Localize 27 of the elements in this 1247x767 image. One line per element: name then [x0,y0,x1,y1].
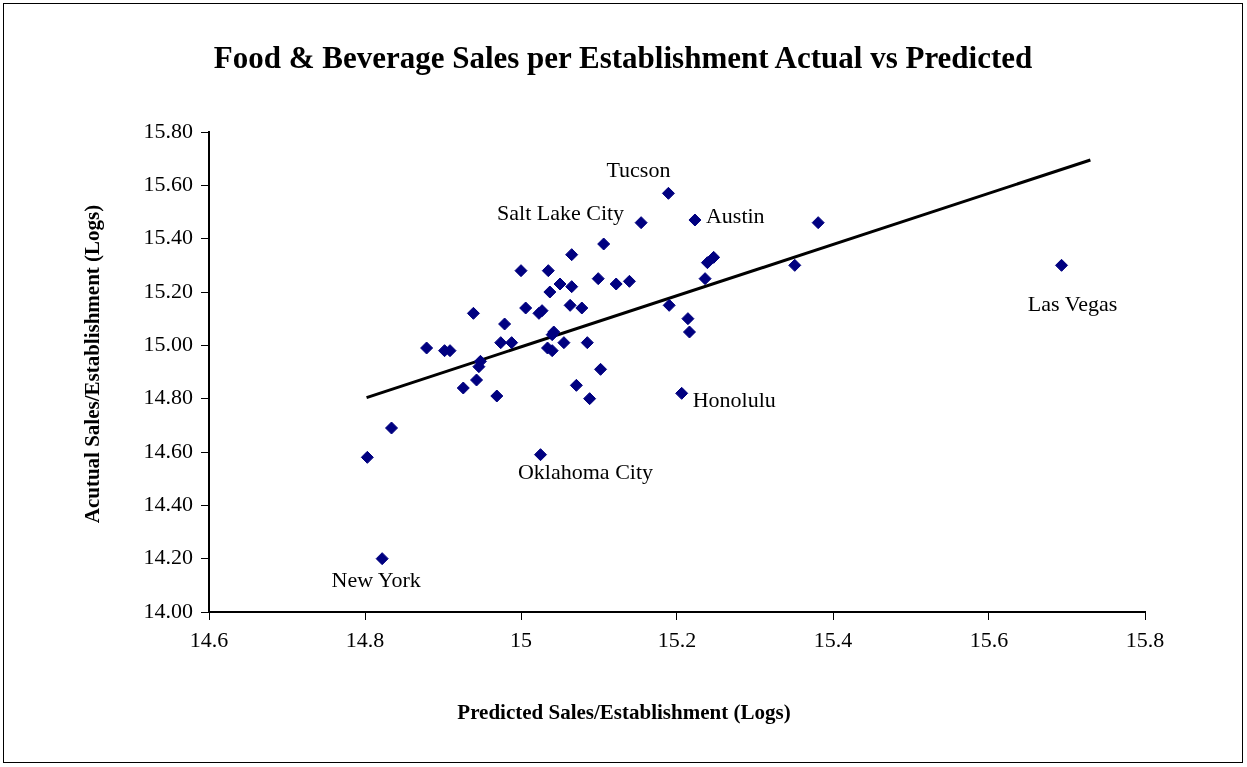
y-tick-label: 15.00 [143,331,193,357]
x-tick-label: 14.6 [189,626,229,652]
x-tick-label: 14.8 [345,626,385,652]
annotation: Oklahoma City [517,459,654,485]
y-tick-label: 14.00 [143,597,193,623]
annotation: Honolulu [692,387,776,413]
y-tick-label: 15.20 [143,277,193,303]
chart-title: Food & Beverage Sales per Establishment Actual vs Predicted [212,40,1034,76]
x-tick-label: 15.4 [813,626,853,652]
annotation: Austin [705,202,765,228]
x-tick-label: 15.8 [1125,626,1165,652]
y-tick-label: 14.20 [143,544,193,570]
y-axis-title: Acutual Sales/Establishment (Logs) [79,204,105,524]
annotation: Las Vegas [1027,291,1118,317]
y-tick-label: 15.60 [143,171,193,197]
y-tick-label: 15.40 [143,224,193,250]
x-tick-label: 15.6 [969,626,1009,652]
x-tick-label: 15 [510,626,532,652]
y-tick-label: 15.80 [143,117,193,143]
annotation: Salt Lake City [497,200,625,226]
y-tick-label: 14.40 [143,491,193,517]
y-tick-label: 14.60 [143,437,193,463]
y-tick-label: 14.80 [143,384,193,410]
annotation: New York [331,567,421,593]
x-tick-label: 15.2 [657,626,697,652]
annotation: Tucson [606,157,671,183]
x-axis-title: Predicted Sales/Establishment (Logs) [456,700,792,725]
